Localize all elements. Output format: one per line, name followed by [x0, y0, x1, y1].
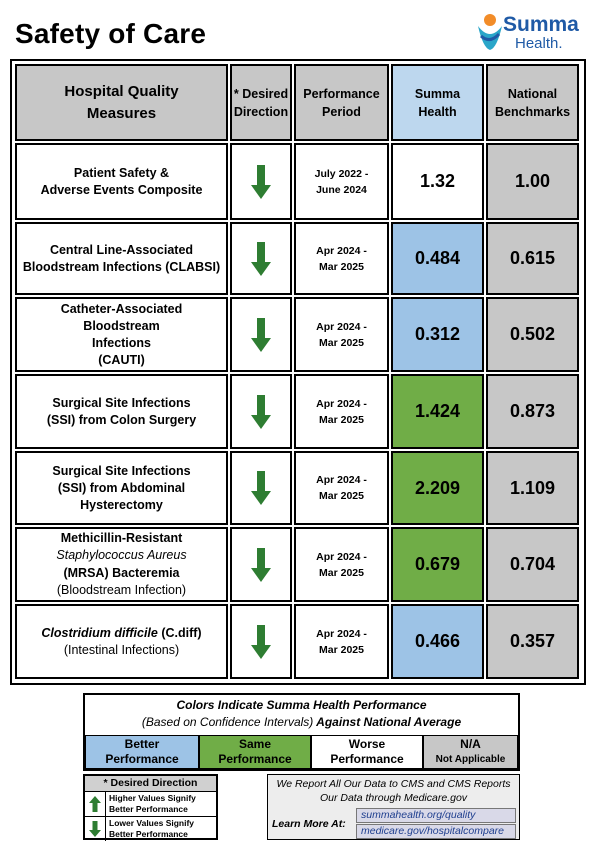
national-value: 1.109: [486, 451, 579, 525]
legend-title: Colors Indicate Summa Health Performance: [176, 698, 427, 712]
header-national: National Benchmarks: [486, 64, 579, 141]
national-value: 1.00: [486, 143, 579, 220]
legend-worse: Worse Performance: [311, 735, 423, 769]
logo-mark-icon: [478, 14, 502, 50]
period-cell: Apr 2024 -Mar 2025: [294, 604, 389, 679]
summa-value: 0.466: [391, 604, 484, 679]
down-arrow-icon: [230, 604, 292, 679]
logo-word-summa: Summa: [503, 13, 579, 36]
national-value: 0.615: [486, 222, 579, 295]
period-cell: Apr 2024 -Mar 2025: [294, 374, 389, 449]
national-value: 0.357: [486, 604, 579, 679]
summa-health-logo: Summa Health.: [475, 10, 585, 58]
header-period: Performance Period: [294, 64, 389, 141]
direction-lower-row: Lower Values Signify Better Performance: [85, 817, 216, 841]
summa-value: 0.484: [391, 222, 484, 295]
header-summa: Summa Health: [391, 64, 484, 141]
legend-subtitle: (Based on Confidence Intervals) Against …: [141, 715, 462, 729]
summa-value: 0.312: [391, 297, 484, 372]
info-text: We Report All Our Data to CMS and CMS Re…: [276, 778, 511, 804]
period-cell: Apr 2024 -Mar 2025: [294, 527, 389, 602]
up-arrow-icon: [85, 792, 106, 816]
measure-cell: Catheter-Associated Bloodstream Infection…: [15, 297, 228, 372]
legend-better: Better Performance: [85, 735, 199, 769]
summa-value: 1.424: [391, 374, 484, 449]
down-arrow-icon: [230, 374, 292, 449]
direction-key: * Desired Direction Higher Values Signif…: [83, 774, 218, 841]
learn-more-label: Learn More At:: [272, 818, 346, 830]
down-arrow-icon: [230, 297, 292, 372]
hospitalcompare-link[interactable]: medicare.gov/hospitalcompare: [356, 824, 516, 839]
quality-link[interactable]: summahealth.org/quality: [356, 808, 516, 823]
national-value: 0.502: [486, 297, 579, 372]
national-value: 0.873: [486, 374, 579, 449]
info-box: We Report All Our Data to CMS and CMS Re…: [267, 774, 520, 840]
down-arrow-icon: [230, 451, 292, 525]
down-arrow-icon: [230, 527, 292, 602]
period-cell: Apr 2024 -Mar 2025: [294, 222, 389, 295]
quality-table: Hospital Quality Measures * Desired Dire…: [10, 59, 586, 685]
period-cell: July 2022 - June 2024: [294, 143, 389, 220]
measure-cell: Surgical Site Infections (SSI) from Abdom…: [15, 451, 228, 525]
down-arrow-icon: [85, 817, 106, 841]
summa-value: 2.209: [391, 451, 484, 525]
summa-value: 1.32: [391, 143, 484, 220]
header-measure: Hospital Quality Measures: [15, 64, 228, 141]
measure-cell: Clostridium difficile (C.diff) (Intestin…: [15, 604, 228, 679]
measure-cell: Patient Safety & Adverse Events Composite: [15, 143, 228, 220]
logo-word-health: Health.: [515, 35, 563, 52]
direction-key-title: * Desired Direction: [85, 776, 216, 792]
measure-cell: Methicillin-Resistant Staphylococcus Aur…: [15, 527, 228, 602]
summa-value: 0.679: [391, 527, 484, 602]
legend-na: N/A Not Applicable: [423, 735, 518, 769]
down-arrow-icon: [230, 143, 292, 220]
down-arrow-icon: [230, 222, 292, 295]
direction-higher-row: Higher Values Signify Better Performance: [85, 792, 216, 817]
legend-same: Same Performance: [199, 735, 311, 769]
period-cell: Apr 2024 -Mar 2025: [294, 297, 389, 372]
color-legend: Colors Indicate Summa Health Performance…: [83, 693, 520, 771]
measure-cell: Surgical Site Infections (SSI) from Colon…: [15, 374, 228, 449]
header-direction: * Desired Direction: [230, 64, 292, 141]
national-value: 0.704: [486, 527, 579, 602]
period-cell: Apr 2024 -Mar 2025: [294, 451, 389, 525]
measure-cell: Central Line-Associated Bloodstream Infec…: [15, 222, 228, 295]
page-title: Safety of Care: [15, 18, 207, 49]
